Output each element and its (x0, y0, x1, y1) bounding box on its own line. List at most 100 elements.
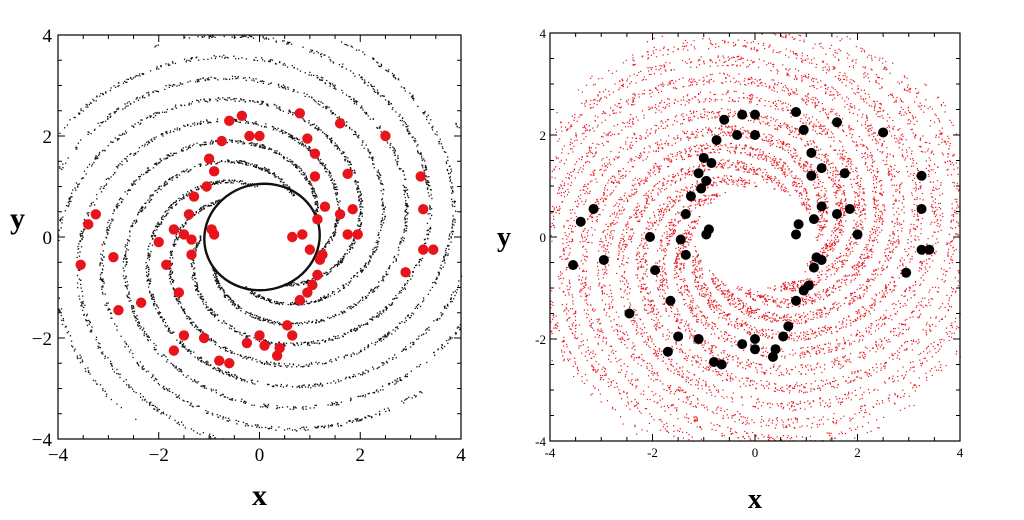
left-background-dot (155, 164, 158, 166)
left-background-dot (296, 342, 298, 344)
left-background-dot (85, 173, 87, 175)
left-background-dot (272, 126, 274, 128)
left-background-dot (282, 132, 284, 134)
left-background-dot (331, 402, 334, 405)
left-background-dot (273, 365, 276, 367)
left-background-dot (422, 112, 424, 114)
left-background-dot (338, 148, 340, 150)
left-background-dot (330, 317, 332, 319)
left-background-dot (303, 120, 306, 122)
left-background-dot (148, 254, 150, 257)
left-background-dot (352, 239, 354, 241)
left-background-dot (194, 81, 197, 83)
left-background-dot (154, 349, 157, 351)
left-background-dot (134, 152, 137, 154)
left-background-dot (133, 182, 135, 184)
left-background-dot (193, 122, 196, 124)
left-background-dot (210, 312, 212, 315)
left-background-dot (158, 68, 160, 70)
left-background-dot (313, 301, 315, 303)
left-background-dot (231, 78, 234, 80)
left-background-dot (295, 282, 297, 285)
left-background-dot (375, 91, 377, 94)
left-background-dot (219, 98, 221, 100)
left-background-dot (438, 273, 440, 275)
left-background-dot (385, 69, 387, 71)
left-background-dot (151, 376, 153, 379)
left-background-dot (80, 246, 83, 248)
left-background-dot (259, 145, 261, 148)
left-background-dot (153, 137, 155, 139)
left-background-dot (376, 126, 378, 129)
left-background-dot (68, 198, 70, 201)
left-background-dot (195, 277, 197, 280)
left-background-dot (284, 88, 287, 90)
left-background-dot (361, 141, 364, 144)
left-background-dot (339, 261, 341, 264)
left-background-dot (371, 342, 373, 344)
left-background-dot (118, 199, 121, 201)
left-background-dot (291, 322, 293, 324)
left-background-dot (200, 297, 202, 300)
left-background-dot (235, 140, 238, 143)
left-background-dot (451, 204, 453, 206)
left-background-dot (228, 327, 231, 329)
left-background-dot (223, 35, 225, 38)
left-background-dot (247, 335, 249, 337)
left-marker-point (274, 342, 285, 354)
left-background-dot (220, 159, 223, 162)
left-background-dot (291, 366, 293, 368)
left-background-dot (335, 218, 338, 220)
left-background-dot (207, 306, 209, 308)
left-background-dot (333, 335, 335, 338)
left-background-dot (294, 429, 296, 431)
left-marker-point (342, 168, 353, 180)
left-background-dot (220, 182, 222, 184)
left-background-dot (363, 347, 366, 349)
left-background-dot (406, 375, 409, 378)
left-background-dot (451, 198, 453, 200)
left-background-dot (183, 400, 185, 402)
left-background-dot (404, 191, 406, 193)
left-background-dot (398, 167, 401, 170)
left-background-dot (341, 335, 344, 337)
left-background-dot (420, 153, 422, 155)
left-background-dot (231, 141, 233, 143)
left-background-dot (428, 195, 430, 197)
left-background-dot (206, 101, 209, 103)
left-background-dot (289, 134, 292, 137)
left-background-dot (222, 320, 225, 322)
left-background-dot (275, 151, 277, 153)
left-background-dot (214, 276, 216, 279)
left-background-dot (242, 35, 244, 38)
left-background-dot (398, 115, 400, 117)
left-background-dot (270, 361, 272, 363)
left-background-dot (90, 132, 92, 135)
left-background-dot (427, 187, 429, 189)
left-background-dot (338, 117, 340, 119)
left-background-dot (299, 70, 302, 72)
left-background-dot (170, 177, 173, 179)
left-background-dot (227, 161, 229, 163)
left-background-dot (153, 408, 155, 410)
left-background-dot (403, 87, 405, 89)
left-background-dot (124, 157, 126, 160)
left-background-dot (412, 271, 414, 273)
left-background-dot (377, 316, 379, 318)
left-background-dot (353, 172, 355, 174)
left-background-dot (314, 127, 316, 129)
left-background-dot (333, 293, 336, 296)
left-background-dot (76, 357, 79, 359)
left-background-dot (389, 332, 391, 334)
left-background-dot (83, 314, 85, 316)
left-background-dot (239, 333, 241, 335)
left-background-dot (109, 227, 111, 229)
left-background-dot (276, 107, 278, 109)
left-background-dot (310, 387, 312, 389)
left-background-dot (324, 246, 326, 248)
left-background-dot (385, 306, 388, 308)
left-background-dot (448, 248, 450, 250)
left-background-dot (297, 91, 299, 93)
left-background-dot (176, 298, 178, 300)
left-background-dot (244, 402, 247, 404)
